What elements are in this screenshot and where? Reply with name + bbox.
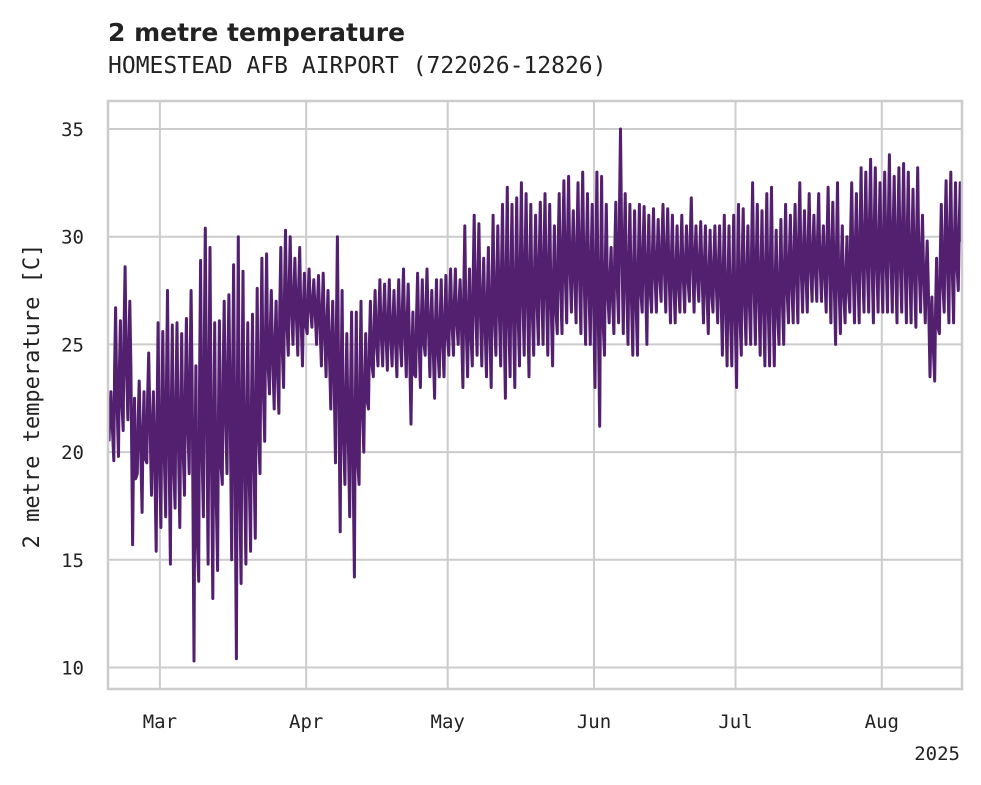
y-tick-label: 10 [61, 657, 84, 679]
temperature-line [107, 127, 963, 663]
y-tick-label: 15 [61, 550, 84, 572]
x-offset-label: 2025 [914, 743, 960, 765]
x-tick-label: Jun [577, 711, 611, 733]
plot-frame [106, 99, 964, 691]
chart-subtitle: HOMESTEAD AFB AIRPORT (722026-12826) [108, 53, 607, 79]
x-tick-label: May [431, 711, 465, 733]
x-tick-label: Aug [865, 711, 899, 733]
x-tick-label: Jul [718, 711, 752, 733]
y-tick-label: 35 [61, 119, 84, 141]
y-tick-label: 25 [61, 334, 84, 356]
y-tick-label: 30 [61, 227, 84, 249]
chart-title: 2 metre temperature [108, 18, 405, 47]
y-axis-label: 2 metre temperature [C] [20, 244, 45, 549]
x-axis-ticks: Mar Apr May Jun Jul Aug [143, 711, 899, 733]
y-tick-label: 20 [61, 442, 84, 464]
y-axis-ticks: 10 15 20 25 30 35 [61, 119, 84, 679]
x-tick-label: Mar [143, 711, 177, 733]
temperature-series [107, 127, 963, 663]
x-tick-label: Apr [289, 711, 323, 733]
